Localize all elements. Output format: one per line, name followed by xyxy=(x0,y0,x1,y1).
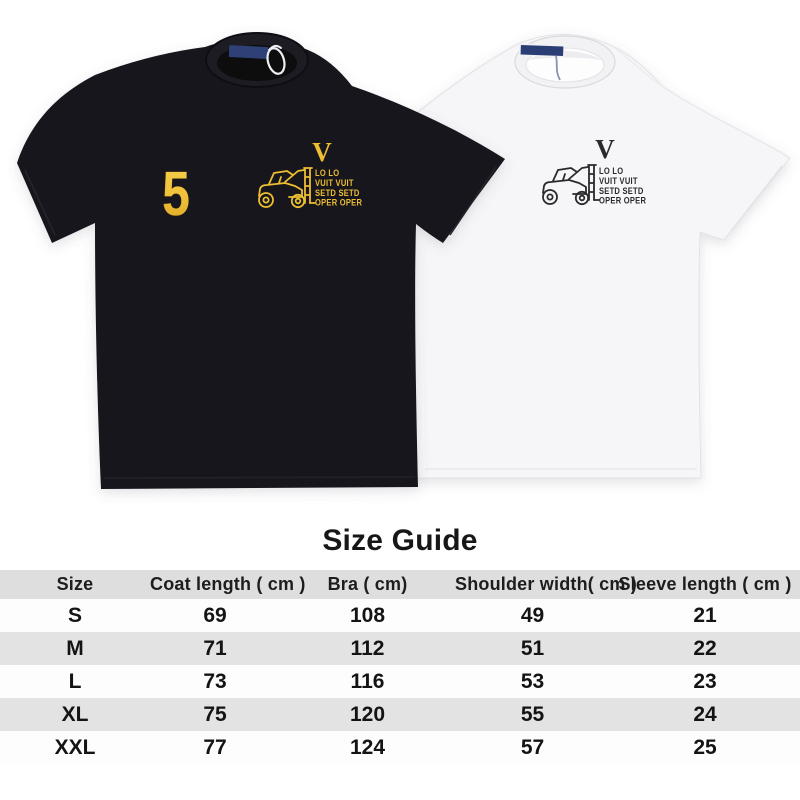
size-row-xxl: XXL 77 124 57 25 xyxy=(0,731,800,764)
cell-shoulder-width: 51 xyxy=(520,636,545,660)
black-tshirt: 5 V LO LO VUIT VUIT SETD SETD OPER OPER xyxy=(17,32,505,489)
white-shirt-print: V LO LO VUIT VUIT SETD SETD OPER OPER xyxy=(542,134,646,206)
cell-coat-length: 71 xyxy=(203,636,227,660)
cell-sleeve-length: 21 xyxy=(693,603,717,627)
size-row-xl: XL 75 120 55 24 xyxy=(0,698,800,731)
print-line: LO LO xyxy=(315,167,340,178)
black-shirt-print: 5 V LO LO VUIT VUIT SETD SETD OPER OPER xyxy=(162,137,362,229)
cell-coat-length: 77 xyxy=(203,735,227,759)
print-line: SETD SETD xyxy=(315,187,360,198)
black-collar-rib xyxy=(205,32,309,88)
column-header-coat-length: Coat length ( cm ) xyxy=(150,570,305,599)
cell-sleeve-length: 22 xyxy=(693,636,717,660)
white-tshirt: V LO LO VUIT VUIT SETD SETD OPER OPER xyxy=(407,34,791,479)
hanger-ring-tail xyxy=(268,44,282,51)
cell-shoulder-width: 57 xyxy=(520,735,545,759)
print-line: SETD SETD xyxy=(599,185,644,196)
cell-bra: 120 xyxy=(349,702,386,726)
cell-bra: 112 xyxy=(350,636,385,660)
size-row-s: S 69 108 49 21 xyxy=(0,599,800,632)
logo-letter: V xyxy=(595,134,615,164)
size-table-header: Size Coat length ( cm ) Bra ( cm) Should… xyxy=(0,570,800,599)
cell-shoulder-width: 53 xyxy=(520,669,545,693)
column-header-size: Size xyxy=(0,570,150,599)
print-line: LO LO xyxy=(599,165,624,176)
print-line: VUIT VUIT xyxy=(315,177,354,188)
size-table: Size Coat length ( cm ) Bra ( cm) Should… xyxy=(0,570,800,764)
hanger-ring xyxy=(266,47,286,75)
cell-size: S xyxy=(67,603,82,627)
cell-shoulder-width: 49 xyxy=(520,603,545,627)
column-header-sleeve-length: Sleeve length ( cm ) xyxy=(610,570,800,599)
black-sleeve-seam-right xyxy=(449,166,497,236)
cell-sleeve-length: 24 xyxy=(693,702,717,726)
white-tag-string xyxy=(555,55,561,81)
print-line: OPER OPER xyxy=(315,197,362,208)
cell-shoulder-width: 55 xyxy=(520,702,545,726)
size-row-l: L 73 116 53 23 xyxy=(0,665,800,698)
cell-coat-length: 69 xyxy=(203,603,227,627)
cell-bra: 124 xyxy=(349,735,386,759)
cell-size: M xyxy=(66,636,84,660)
size-row-m: M 71 112 51 22 xyxy=(0,632,800,665)
cell-bra: 116 xyxy=(350,669,385,693)
white-collar-tag xyxy=(519,43,565,58)
cell-size: XXL xyxy=(54,735,96,759)
product-photo: V LO LO VUIT VUIT SETD SETD OPER OPER xyxy=(17,32,791,489)
size-guide-title: Size Guide xyxy=(322,524,478,557)
logo-letter: V xyxy=(312,137,332,167)
cell-sleeve-length: 23 xyxy=(693,669,717,693)
black-collar-tag xyxy=(228,45,269,59)
cell-sleeve-length: 25 xyxy=(693,735,717,759)
black-sleeve-seam-left xyxy=(24,169,56,236)
cell-size: L xyxy=(68,669,82,693)
white-shoulder-seam xyxy=(613,46,659,85)
cell-bra: 108 xyxy=(349,603,386,627)
cell-coat-length: 75 xyxy=(203,702,227,726)
column-header-shoulder-width: Shoulder width( cm ) xyxy=(455,570,637,599)
black-hem-stitch xyxy=(103,476,416,479)
cell-size: XL xyxy=(61,702,89,726)
black-shirt-body xyxy=(17,38,505,489)
print-line: OPER OPER xyxy=(599,195,646,206)
column-header-bra: Bra ( cm) xyxy=(280,570,455,599)
white-sleeve-seam xyxy=(730,165,783,232)
chest-number: 5 xyxy=(162,159,190,229)
print-line: VUIT VUIT xyxy=(599,175,638,186)
header-row: Size Coat length ( cm ) Bra ( cm) Should… xyxy=(0,570,800,599)
white-shirt-body xyxy=(407,34,791,479)
cell-coat-length: 73 xyxy=(203,669,227,693)
